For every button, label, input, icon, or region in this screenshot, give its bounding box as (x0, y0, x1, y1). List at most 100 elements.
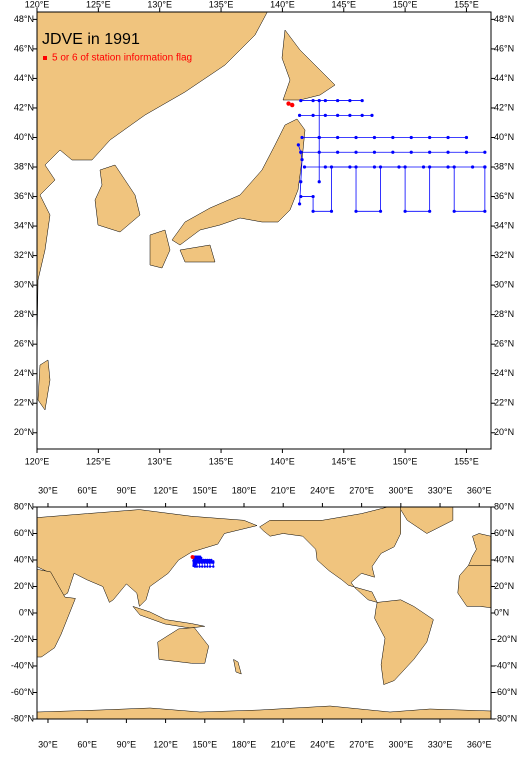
station (204, 561, 206, 563)
station (453, 210, 456, 213)
land (158, 628, 209, 664)
station (404, 210, 407, 213)
station (311, 114, 314, 117)
lat-tick-label: 42°N (14, 102, 34, 112)
lon-tick-label: 270°E (349, 739, 374, 749)
lon-tick-label: 150°E (192, 739, 217, 749)
station-track (301, 167, 485, 211)
land (95, 165, 140, 232)
lat-tick-label: 42°N (494, 102, 514, 112)
station (330, 210, 333, 213)
land-world (37, 507, 491, 719)
station (212, 561, 214, 563)
lat-tick-label: 22°N (14, 398, 34, 408)
lat-tick-label: 36°N (494, 191, 514, 201)
station (379, 210, 382, 213)
lat-tick-label: 28°N (494, 309, 514, 319)
station (391, 151, 394, 154)
station (354, 165, 357, 168)
lon-tick-label: 135°E (209, 0, 234, 9)
lon-tick-label: 270°E (349, 485, 374, 495)
lat-tick-label: 80°N (494, 501, 514, 511)
land (375, 600, 434, 685)
stations (191, 555, 215, 568)
station (336, 136, 339, 139)
land (260, 507, 401, 602)
lon-tick-label: 60°E (77, 739, 97, 749)
lon-tick-label: 90°E (117, 485, 137, 495)
station (324, 99, 327, 102)
station (206, 561, 208, 563)
land (282, 30, 335, 100)
station (298, 114, 301, 117)
station (196, 565, 198, 567)
station (373, 151, 376, 154)
station (483, 151, 486, 154)
land (133, 606, 205, 628)
lat-tick-label: 38°N (14, 161, 34, 171)
station (453, 165, 456, 168)
lat-tick-label: 60°N (494, 528, 514, 538)
flagged-station (191, 555, 195, 559)
land (469, 534, 491, 566)
station (209, 561, 211, 563)
lon-tick-label: 155°E (454, 456, 479, 466)
station (410, 151, 413, 154)
lat-tick-label: 60°N (14, 528, 34, 538)
lon-tick-label: 60°E (77, 485, 97, 495)
lon-tick-label: 210°E (271, 739, 296, 749)
lat-tick-label: 40°N (494, 132, 514, 142)
lat-tick-label: 22°N (494, 398, 514, 408)
station (209, 565, 211, 567)
lon-tick-label: 300°E (389, 739, 414, 749)
station (330, 165, 333, 168)
station (201, 561, 203, 563)
lat-tick-label: 20°N (14, 427, 34, 437)
station (465, 136, 468, 139)
flagged-station (290, 103, 294, 107)
lon-tick-label: 30°E (38, 739, 58, 749)
station (373, 165, 376, 168)
legend-marker (43, 56, 47, 60)
lat-tick-label: 48°N (494, 14, 514, 24)
lat-tick-label: 36°N (14, 191, 34, 201)
lat-tick-label: 40°N (494, 554, 514, 564)
station (410, 136, 413, 139)
lat-tick-label: 26°N (14, 339, 34, 349)
lat-tick-label: 48°N (14, 14, 34, 24)
land (172, 119, 305, 245)
lat-tick-label: 38°N (494, 161, 514, 171)
land-top (37, 7, 335, 410)
land (37, 706, 491, 719)
land (37, 510, 257, 607)
lon-tick-label: 360°E (467, 739, 492, 749)
station (361, 114, 364, 117)
station (299, 151, 302, 154)
station (348, 114, 351, 117)
station (471, 165, 474, 168)
station (198, 565, 200, 567)
land (150, 230, 170, 268)
station (206, 565, 208, 567)
lat-tick-label: 24°N (494, 368, 514, 378)
land (458, 565, 491, 607)
station (428, 136, 431, 139)
station (311, 99, 314, 102)
lon-tick-label: 150°E (393, 456, 418, 466)
lat-tick-label: -20°N (494, 634, 517, 644)
lon-tick-label: 180°E (232, 485, 257, 495)
station (198, 561, 200, 563)
station (483, 165, 486, 168)
lat-tick-label: 30°N (494, 280, 514, 290)
lat-tick-label: 46°N (14, 43, 34, 53)
lon-tick-label: 135°E (209, 456, 234, 466)
station (446, 151, 449, 154)
station (361, 99, 364, 102)
station (428, 165, 431, 168)
station (298, 202, 301, 205)
station (324, 165, 327, 168)
lon-tick-label: 140°E (270, 0, 295, 9)
lat-tick-label: 26°N (494, 339, 514, 349)
station (300, 158, 303, 161)
map-title: JDVE in 1991 (42, 31, 140, 48)
